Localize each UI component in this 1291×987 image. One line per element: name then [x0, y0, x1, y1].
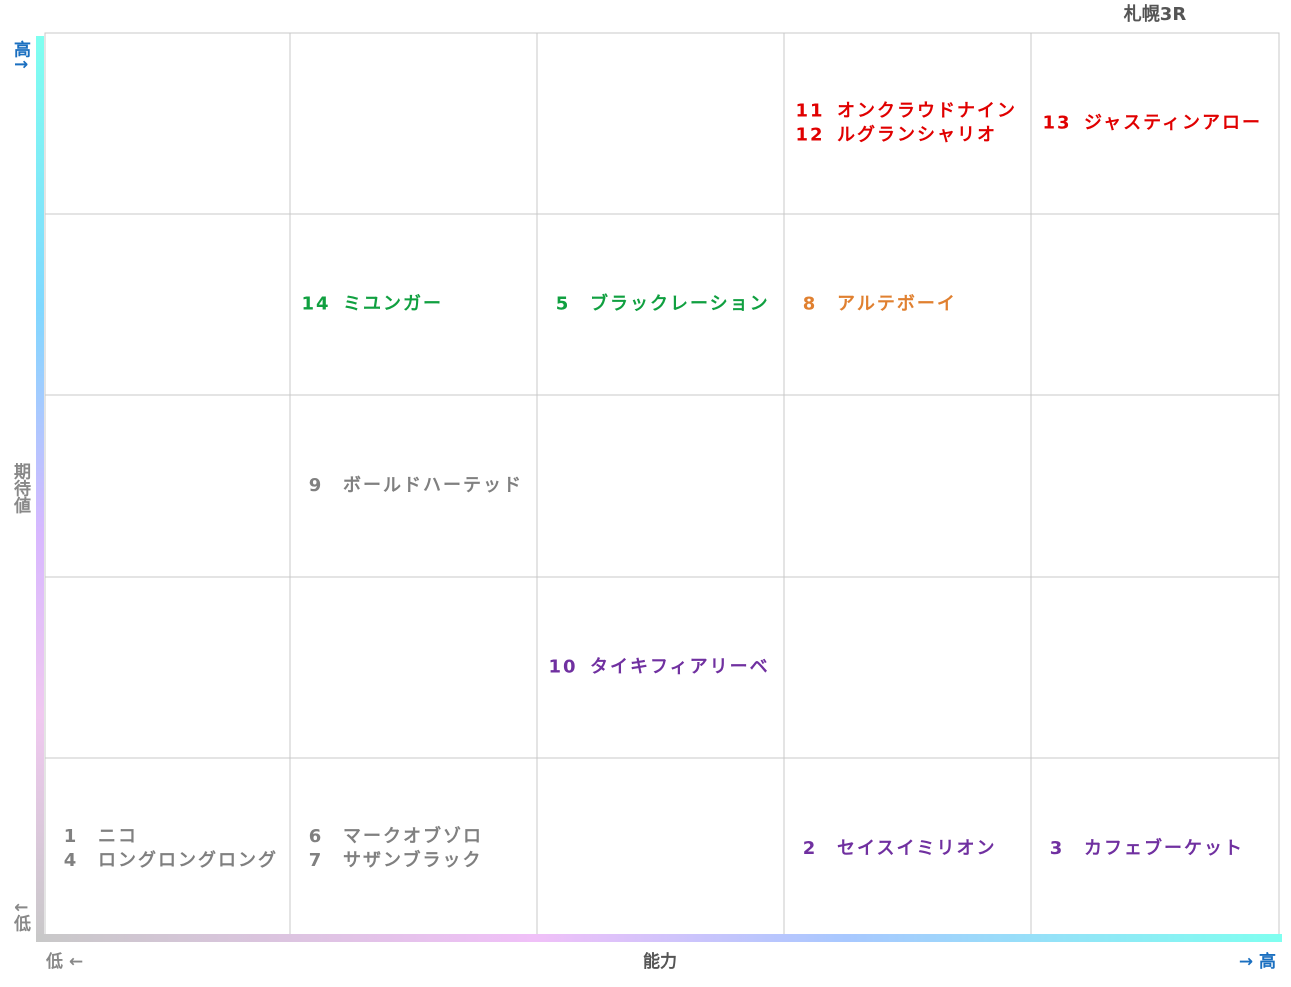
- y-axis-high: 高↑: [10, 39, 31, 71]
- x-axis-label: 能力: [643, 951, 677, 972]
- entry-number: 12: [795, 125, 824, 146]
- entry-number: 11: [795, 101, 824, 122]
- entry-name: サザンブラック: [343, 849, 482, 871]
- grid-lines: [44, 32, 1280, 941]
- entry-number: 7: [309, 850, 324, 871]
- x-axis-low: 低 ←: [45, 951, 83, 972]
- entry-number: 2: [803, 838, 818, 859]
- entry-name: タイキフィアリーベ: [590, 657, 770, 678]
- entry-name: マークオブゾロ: [343, 825, 483, 847]
- entry-name: ロングロングロング: [98, 849, 278, 871]
- entry-number: 6: [309, 826, 324, 847]
- x-axis-high: → 高: [1239, 951, 1276, 972]
- entry-number: 4: [64, 850, 79, 871]
- entry-name: セイスイミリオン: [837, 838, 996, 859]
- y-axis-label: 期待値: [10, 462, 32, 514]
- entry-number: 9: [309, 475, 324, 496]
- entry-name: ブラックレーション: [590, 293, 770, 315]
- x-axis-bar: [36, 934, 1282, 942]
- y-axis-bar: [36, 36, 44, 942]
- entry-name: アルテボーイ: [837, 294, 957, 315]
- entry-number: 3: [1050, 838, 1065, 859]
- entry-number: 13: [1042, 113, 1071, 134]
- entry-name: ルグランシャリオ: [837, 124, 997, 146]
- grid-border: [44, 32, 1280, 941]
- entry-number: 10: [548, 657, 577, 678]
- entry-number: 8: [803, 294, 818, 315]
- title: 札幌3R: [1123, 3, 1187, 25]
- entry-name: ボールドハーテッド: [343, 475, 523, 496]
- y-axis-low: ↓低: [10, 900, 32, 932]
- entry-name: ニコ: [98, 826, 138, 847]
- entry-number: 5: [556, 294, 571, 315]
- entry-number: 1: [64, 826, 79, 847]
- entry-number: 14: [301, 294, 330, 315]
- entry-name: ミユンガー: [343, 294, 443, 315]
- entry-name: ジャスティンアロー: [1084, 113, 1262, 134]
- entry-name: オンクラウドナイン: [837, 101, 1017, 122]
- entry-name: カフェブーケット: [1084, 837, 1244, 859]
